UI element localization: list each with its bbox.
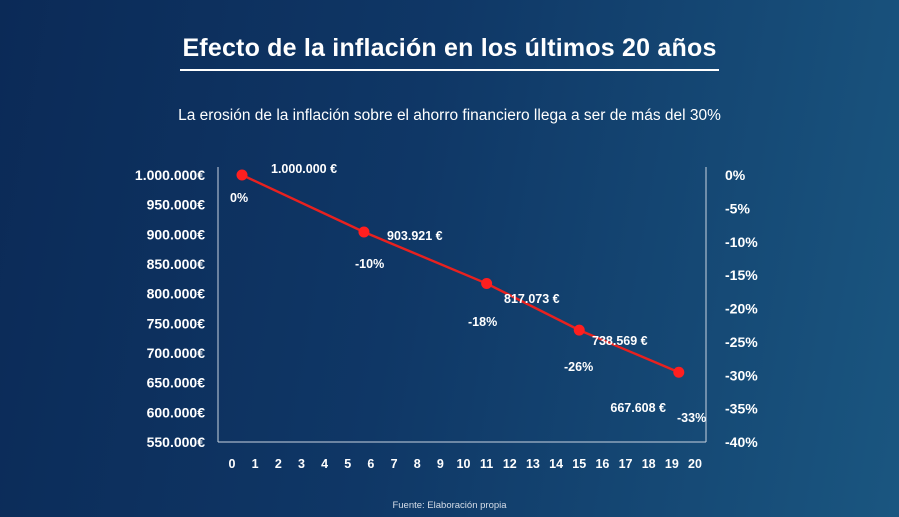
y-tick-label: 700.000€ (147, 345, 206, 361)
x-tick-label: 19 (665, 457, 679, 471)
percent-data-label: 0% (230, 191, 248, 205)
y-axis-left-ticks: 1.000.000€ 950.000€ 900.000€ 850.000€ 800.00… (135, 167, 205, 450)
y2-tick-label: -35% (725, 401, 758, 417)
y-tick-label: 750.000€ (147, 315, 206, 331)
value-data-label: 903.921 € (387, 229, 443, 243)
x-tick-label: 2 (275, 457, 282, 471)
y2-tick-label: -5% (725, 200, 750, 216)
data-labels: 1.000.000 € 0% 903.921 €-10% 817.073 € -18% 7… (230, 162, 706, 425)
y-tick-label: 800.000€ (147, 286, 206, 302)
source-note: Fuente: Elaboración propia (392, 500, 507, 511)
x-tick-label: 7 (391, 457, 398, 471)
y-axis-right-ticks: 0% -5% -10% -15% -20% -25% -30% -35% -40% (725, 167, 758, 450)
x-tick-label: 0 (229, 457, 236, 471)
x-tick-label: 15 (572, 457, 586, 471)
y2-tick-label: -20% (725, 301, 758, 317)
x-tick-label: 17 (619, 457, 633, 471)
percent-data-label: -26% (564, 360, 593, 374)
data-point (573, 324, 585, 336)
x-tick-label: 12 (503, 457, 517, 471)
y2-tick-label: 0% (725, 167, 746, 183)
x-tick-label: 10 (457, 457, 471, 471)
x-tick-label: 8 (414, 457, 421, 471)
x-axis-ticks: 0 1 2 3 4 5 6 7 8 9 10 11 12 13 14 15 16 17 18 19 20 (229, 457, 702, 471)
x-tick-label: 1 (252, 457, 259, 471)
x-tick-label: 14 (549, 457, 563, 471)
y-tick-label: 900.000€ (147, 226, 206, 242)
y-tick-label: 850.000€ (147, 256, 206, 272)
data-point (236, 169, 248, 181)
x-tick-label: 3 (298, 457, 305, 471)
percent-data-label: -33% (677, 411, 706, 425)
x-tick-label: 18 (642, 457, 656, 471)
value-data-label: 738.569 € (592, 334, 648, 348)
chart-axes (217, 167, 707, 443)
y-tick-label: 1.000.000€ (135, 167, 205, 183)
data-point (358, 226, 370, 238)
value-data-label: 667.608 € (610, 401, 666, 415)
y-tick-label: 650.000€ (147, 375, 206, 391)
y2-tick-label: -40% (725, 434, 758, 450)
y2-tick-label: -30% (725, 367, 758, 383)
y-tick-label: 550.000€ (147, 434, 206, 450)
value-data-label: 817.073 € (504, 292, 560, 306)
y2-tick-label: -15% (725, 267, 758, 283)
y-tick-label: 600.000€ (147, 404, 206, 420)
data-point (481, 278, 493, 290)
x-tick-label: 13 (526, 457, 540, 471)
x-tick-label: 20 (688, 457, 702, 471)
y2-tick-label: -10% (725, 234, 758, 250)
y-tick-label: 950.000€ (147, 197, 206, 213)
data-point (673, 366, 685, 378)
x-tick-label: 16 (595, 457, 609, 471)
x-tick-label: 6 (367, 457, 374, 471)
percent-data-label: -10% (355, 257, 384, 271)
percent-data-label: -18% (468, 315, 497, 329)
x-tick-label: 9 (437, 457, 444, 471)
chart-subtitle: La erosión de la inflación sobre el ahor… (178, 107, 721, 124)
value-data-label: 1.000.000 € (271, 162, 337, 176)
x-tick-label: 4 (321, 457, 328, 471)
x-tick-label: 5 (344, 457, 351, 471)
x-tick-label: 11 (480, 457, 493, 471)
chart-title: Efecto de la inflación en los últimos 20… (180, 34, 719, 71)
y2-tick-label: -25% (725, 334, 758, 350)
series-line (236, 169, 685, 378)
